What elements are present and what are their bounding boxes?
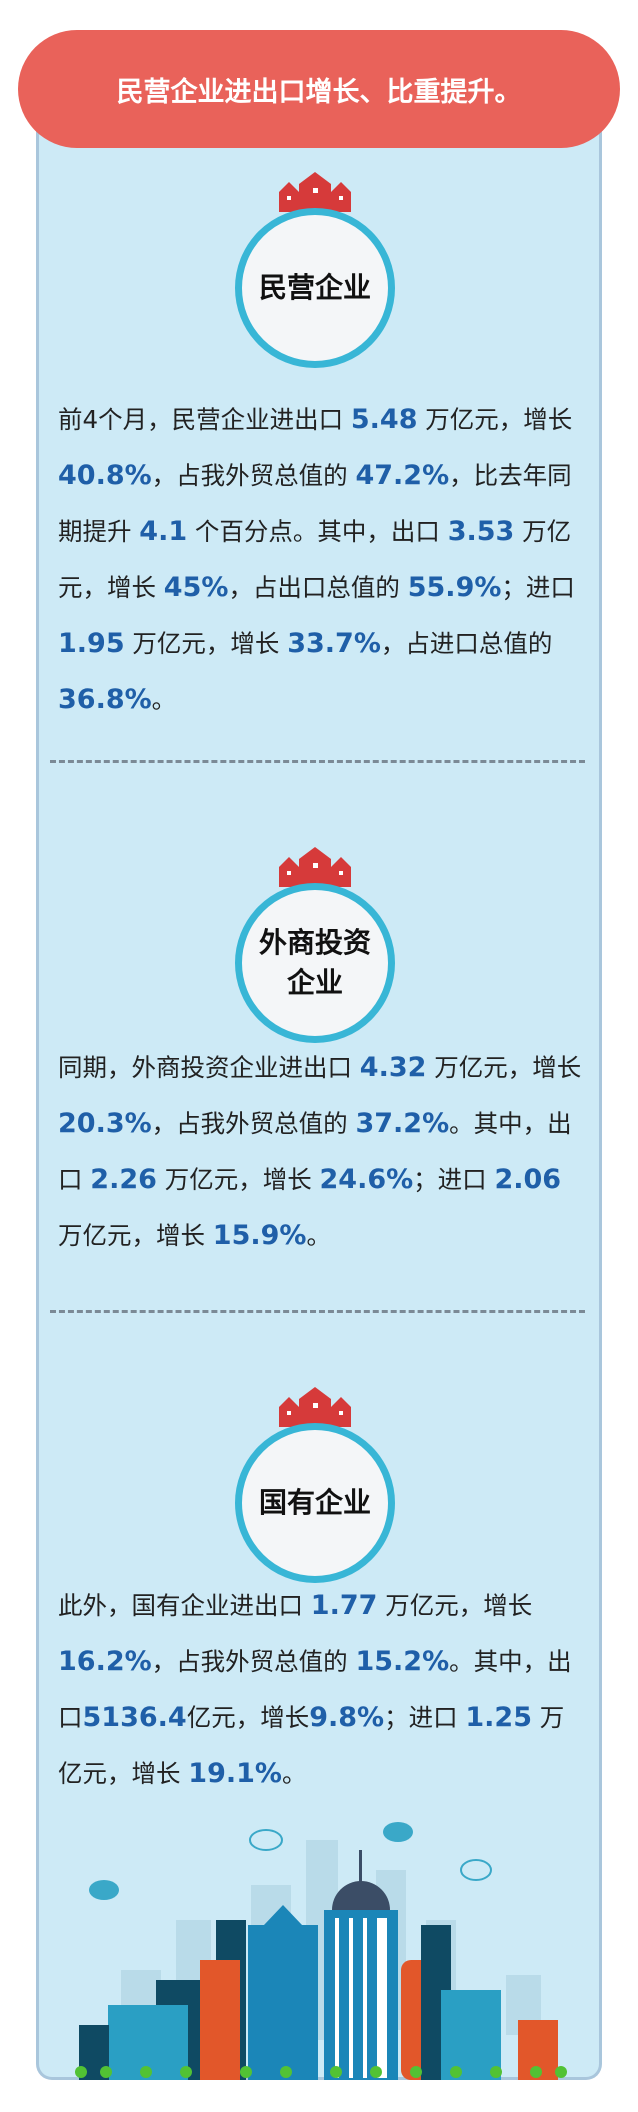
badge-state: 国有企业 <box>235 1385 395 1583</box>
highlight-value: 15.9% <box>212 1220 307 1251</box>
highlight-value: 33.7% <box>287 628 381 659</box>
paragraph-text: 。其中，出口 <box>58 1647 572 1732</box>
paragraph-text: 万亿元，增长 <box>124 629 288 658</box>
paragraph-text: 万亿元，增长 <box>156 1165 320 1194</box>
highlight-value: 2.26 <box>90 1164 157 1195</box>
paragraph-text: 万亿元，增长 <box>58 1703 565 1788</box>
badge-circle: 国有企业 <box>235 1423 395 1583</box>
highlight-value: 3.53 <box>447 516 515 547</box>
highlight-value: 20.3% <box>58 1108 152 1139</box>
badge-label: 国有企业 <box>258 1486 371 1519</box>
paragraph-text: ；进口 <box>384 1703 466 1732</box>
highlight-value: 5.48 <box>350 404 418 435</box>
highlight-value: 4.32 <box>359 1052 427 1083</box>
paragraph-text: ；进口 <box>501 573 575 602</box>
paragraph-text: 个百分点。其中，出口 <box>187 517 448 546</box>
highlight-value: 4.1 <box>139 516 188 547</box>
paragraph-text: 。 <box>281 1759 307 1788</box>
highlight-value: 1.25 <box>465 1702 533 1733</box>
paragraph-private: 前4个月，民营企业进出口 5.48 万亿元，增长 40.8%，占我外贸总值的 4… <box>58 392 588 728</box>
highlight-value: 55.9% <box>407 572 502 603</box>
highlight-value: 16.2% <box>58 1646 152 1677</box>
paragraph-text: ，占我外贸总值的 <box>151 461 356 490</box>
highlight-value: 9.8% <box>309 1702 385 1733</box>
paragraph-text: ，占我外贸总值的 <box>151 1109 356 1138</box>
paragraph-text: 。其中，出口 <box>58 1109 572 1194</box>
badge-label: 外商投资 企业 <box>258 926 371 999</box>
content-panel <box>36 110 602 2080</box>
paragraph-text: ，占我外贸总值的 <box>151 1647 356 1676</box>
divider <box>50 1310 585 1313</box>
paragraph-text: 万亿元，增长 <box>426 1053 582 1082</box>
paragraph-text: ，占进口总值的 <box>380 629 553 658</box>
badge-private: 民营企业 <box>235 170 395 368</box>
highlight-value: 1.95 <box>58 628 125 659</box>
paragraph-text: ，占出口总值的 <box>228 573 408 602</box>
title-banner: 民营企业进出口增长、比重提升。 <box>18 30 620 148</box>
houses-icon <box>279 1387 351 1427</box>
paragraph-text: 。 <box>151 685 177 714</box>
cloud-icon <box>89 1822 492 1900</box>
badge-label: 民营企业 <box>258 271 371 304</box>
highlight-value: 37.2% <box>355 1108 450 1139</box>
paragraph-state: 此外，国有企业进出口 1.77 万亿元，增长 16.2%，占我外贸总值的 15.… <box>58 1578 588 1802</box>
badge-circle: 民营企业 <box>235 208 395 368</box>
highlight-value: 19.1% <box>188 1758 282 1789</box>
houses-icon <box>279 847 351 887</box>
highlight-value: 2.06 <box>494 1164 562 1195</box>
paragraph-text: 万亿元，增长 <box>58 517 572 602</box>
highlight-value: 24.6% <box>319 1164 414 1195</box>
highlight-value: 5136.4 <box>82 1702 187 1733</box>
city-skyline-illustration <box>75 1822 567 2080</box>
paragraph-text: 前4个月，民营企业进出口 <box>58 405 351 434</box>
paragraph-text: ，比去年同期提升 <box>58 461 572 546</box>
paragraph-foreign: 同期，外商投资企业进出口 4.32 万亿元，增长 20.3%，占我外贸总值的 3… <box>58 1040 588 1264</box>
houses-icon <box>279 172 351 212</box>
highlight-value: 45% <box>163 572 229 603</box>
highlight-value: 1.77 <box>310 1590 378 1621</box>
paragraph-text: 万亿元，增长 <box>417 405 573 434</box>
highlight-value: 40.8% <box>58 460 152 491</box>
paragraph-text: 亿元，增长 <box>186 1703 310 1732</box>
highlight-value: 36.8% <box>58 684 152 715</box>
page-title: 民营企业进出口增长、比重提升。 <box>116 76 522 108</box>
paragraph-text: 此外，国有企业进出口 <box>58 1591 311 1620</box>
paragraph-text: 同期，外商投资企业进出口 <box>58 1053 360 1082</box>
divider <box>50 760 585 763</box>
paragraph-text: 。 <box>306 1221 331 1250</box>
paragraph-text: 万亿元，增长 <box>58 1221 213 1250</box>
paragraph-text: 万亿元，增长 <box>377 1591 533 1620</box>
highlight-value: 15.2% <box>355 1646 450 1677</box>
badge-circle: 外商投资 企业 <box>235 883 395 1043</box>
badge-foreign: 外商投资 企业 <box>235 845 395 1043</box>
highlight-value: 47.2% <box>355 460 450 491</box>
paragraph-text: ；进口 <box>413 1165 495 1194</box>
